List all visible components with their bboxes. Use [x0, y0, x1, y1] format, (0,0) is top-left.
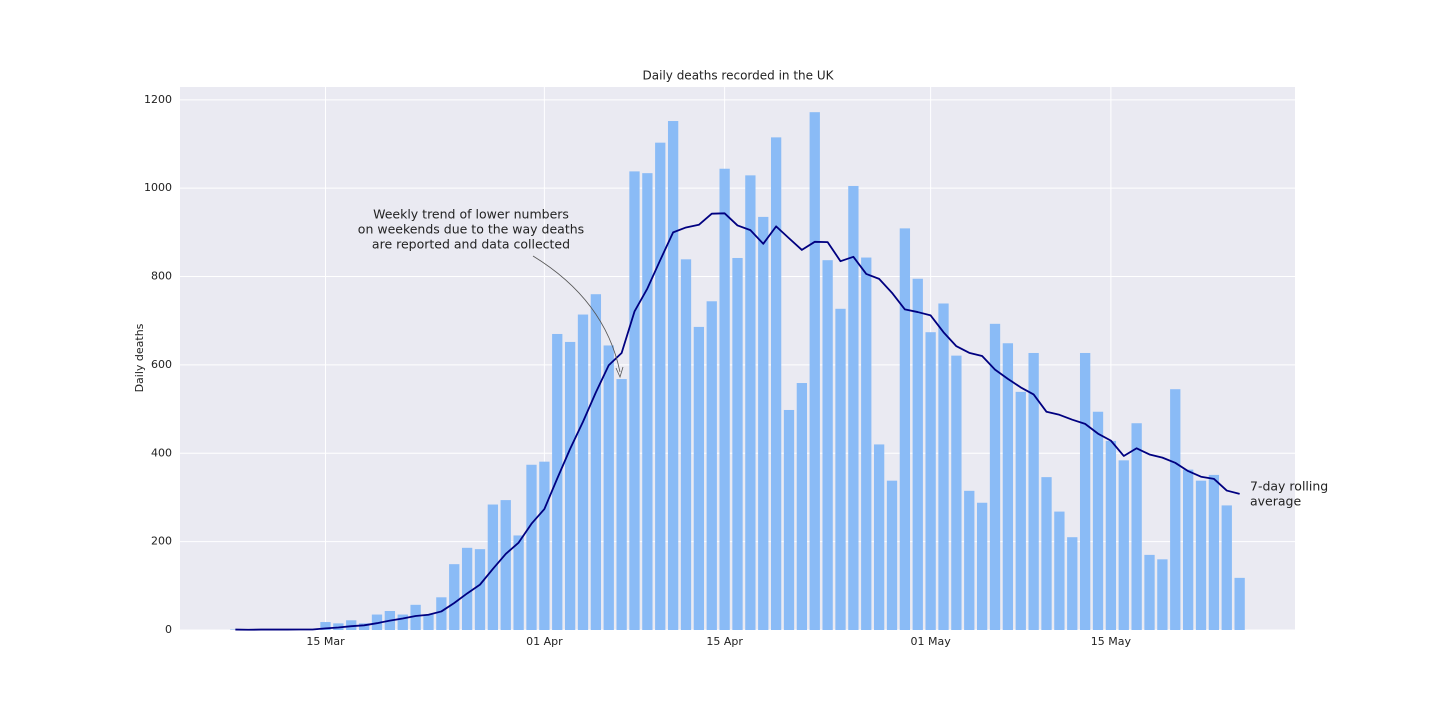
bar [976, 502, 988, 630]
bar [449, 564, 460, 630]
bar [513, 535, 524, 630]
bar [603, 345, 614, 630]
bar [822, 260, 833, 630]
line-label: 7-day rolling [1250, 479, 1328, 494]
bar [552, 333, 563, 630]
bar [1092, 411, 1104, 630]
bar [616, 379, 627, 630]
annotation-arrowhead [615, 366, 624, 379]
x-tick-label: 01 Apr [526, 635, 563, 648]
bar [925, 332, 936, 630]
y-tick-label: 600 [151, 358, 172, 371]
bar [371, 614, 383, 630]
bar [629, 171, 640, 630]
y-tick-label: 200 [151, 535, 172, 548]
bar [1079, 352, 1091, 630]
y-tick-label: 1200 [144, 93, 172, 106]
bar [1170, 389, 1181, 630]
x-tick-label: 15 May [1091, 635, 1132, 648]
bar [1221, 505, 1232, 630]
bar [1028, 352, 1039, 630]
y-tick-label: 400 [151, 446, 172, 459]
bar [410, 604, 421, 630]
bar [1208, 474, 1220, 630]
x-tick-label: 01 May [911, 635, 952, 648]
bar [461, 547, 473, 630]
line-label: average [1250, 494, 1301, 509]
bar [770, 137, 782, 630]
bar [577, 314, 589, 630]
lines [235, 212, 1240, 631]
bar [539, 461, 550, 630]
bar [848, 185, 859, 630]
bar [964, 490, 975, 630]
bar [796, 383, 808, 630]
bar [474, 549, 486, 630]
bar [873, 444, 885, 630]
bar [680, 259, 692, 630]
bar [397, 614, 408, 630]
y-axis-label: Daily deaths [133, 323, 146, 392]
y-tick-label: 0 [165, 623, 172, 636]
bar [1144, 554, 1155, 630]
bar [1067, 537, 1078, 630]
bar [1041, 477, 1052, 630]
bar [1234, 577, 1245, 630]
annotation-line: Weekly trend of lower numbers [373, 207, 569, 222]
bar [719, 168, 730, 630]
bar [951, 355, 962, 630]
bar [1015, 391, 1026, 630]
bar [346, 620, 357, 630]
x-tick-label: 15 Apr [706, 635, 743, 648]
y-tick-label: 1000 [144, 181, 172, 194]
bar [487, 504, 499, 630]
bar [886, 480, 898, 630]
bar [590, 294, 602, 630]
bar [436, 597, 447, 630]
bar [835, 308, 846, 630]
bar [1157, 559, 1168, 630]
bar [989, 323, 1001, 630]
bar [861, 257, 872, 630]
bar [706, 301, 717, 630]
bar [809, 112, 820, 630]
bars [230, 112, 1245, 631]
rolling-average-line [235, 212, 1240, 631]
bar [1131, 423, 1142, 630]
annotation-line: on weekends due to the way deaths [358, 222, 584, 237]
bar [423, 614, 434, 630]
y-tick-label: 800 [151, 270, 172, 283]
bar [1182, 469, 1194, 630]
x-tick-label: 15 Mar [306, 635, 345, 648]
annotation-line: are reported and data collected [372, 237, 570, 252]
bar [1195, 480, 1207, 630]
bar [1054, 511, 1065, 630]
bar [564, 341, 576, 630]
bar [667, 121, 679, 631]
bar [655, 142, 666, 630]
bar [500, 500, 511, 630]
chart-title: Daily deaths recorded in the UK [643, 69, 835, 83]
bar [912, 278, 923, 630]
bar [1118, 460, 1129, 630]
bar [526, 464, 537, 630]
bar [899, 228, 911, 630]
bar [745, 175, 756, 631]
bar [320, 622, 331, 630]
bar [938, 303, 949, 630]
bar [783, 409, 795, 630]
bar [693, 326, 705, 630]
bar [642, 173, 653, 631]
bar [1105, 440, 1117, 630]
bar [758, 216, 769, 630]
bar [1002, 343, 1014, 630]
annotation-arrow [532, 255, 621, 373]
bar [358, 623, 370, 630]
bar [732, 257, 743, 630]
